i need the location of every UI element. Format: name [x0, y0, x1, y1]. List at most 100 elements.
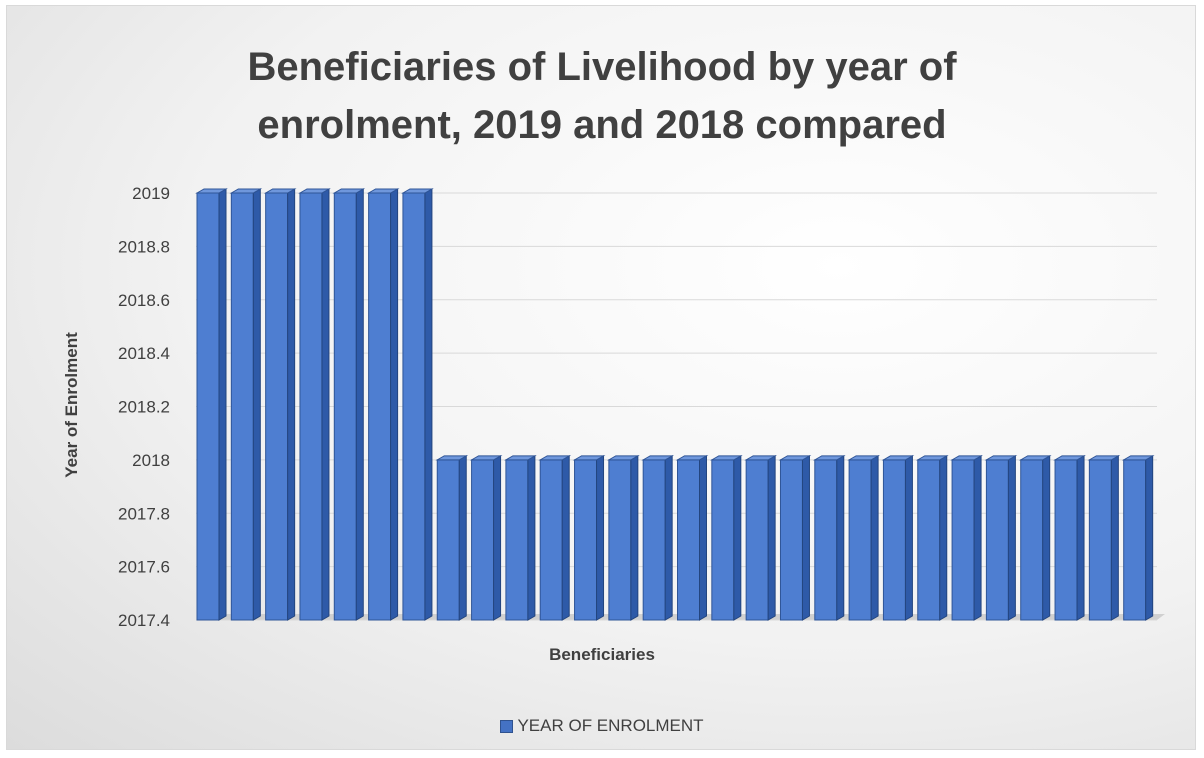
bar-top [435, 455, 469, 461]
y-tick-label: 2018 [132, 451, 170, 470]
bar [538, 455, 572, 621]
bar [881, 455, 915, 621]
bar-top [950, 455, 983, 461]
bar-front [1054, 459, 1078, 621]
bar-top [401, 188, 434, 194]
bar-side [630, 455, 639, 621]
bar-side [973, 455, 982, 621]
y-tick-label: 2018.6 [118, 291, 170, 310]
bar [847, 455, 880, 621]
bar-side [561, 455, 570, 621]
bar-front [230, 192, 254, 621]
bar-front [574, 459, 598, 621]
bar-top [332, 188, 366, 194]
bar-front [1123, 459, 1147, 621]
bar-side [836, 455, 845, 621]
bar-side [1007, 455, 1016, 621]
bar [950, 455, 983, 621]
bar-front [985, 459, 1009, 621]
bar-side [252, 188, 261, 621]
bar-front [677, 459, 700, 621]
bar-side [1145, 455, 1154, 621]
bar-front [951, 459, 975, 621]
bar-front [539, 459, 563, 621]
bar-side [321, 188, 330, 621]
y-tick-label: 2017.8 [118, 504, 170, 523]
bar-side [1110, 455, 1119, 621]
bar-side [767, 455, 776, 621]
bar-front [402, 192, 426, 621]
bar-front [882, 459, 906, 621]
bar-front [299, 192, 323, 621]
bar-top [538, 455, 572, 461]
bar-top [606, 455, 640, 461]
chart-title-line-2: enrolment, 2019 and 2018 compared [257, 103, 947, 147]
bar-front [711, 459, 735, 621]
bar [298, 188, 331, 621]
bar [366, 188, 400, 621]
bar [195, 188, 228, 621]
legend-swatch [500, 719, 514, 733]
bar-side [939, 455, 948, 621]
bar-front [779, 459, 803, 621]
chart-title-line-1: Beneficiaries of Livelihood by year of [247, 45, 957, 89]
bar-top [778, 455, 812, 461]
bar-side [664, 455, 673, 621]
bar-top [1053, 455, 1086, 461]
bar-side [458, 455, 467, 621]
y-tick-label: 2017.6 [118, 558, 170, 577]
bar-front [814, 459, 838, 621]
bar-top [1018, 455, 1052, 461]
bar-front [745, 459, 769, 621]
bar [778, 455, 812, 621]
y-tick-label: 2018.8 [118, 237, 170, 256]
bar-side [1042, 455, 1051, 621]
bar-top [812, 455, 846, 461]
bar-front [642, 459, 666, 621]
bar-front [436, 459, 460, 621]
bar-side [493, 455, 502, 621]
bar-side [596, 455, 605, 621]
bar-top [263, 188, 297, 194]
bar-front [608, 459, 632, 621]
bar [435, 455, 469, 621]
bar [915, 455, 949, 621]
bar-front [848, 459, 872, 621]
bar-side [1076, 455, 1085, 621]
bar [641, 455, 675, 621]
bar-side [424, 188, 433, 621]
bar-side [699, 455, 707, 621]
bar [332, 188, 366, 621]
bar-top [298, 188, 331, 194]
y-tick-label: 2018.4 [118, 344, 170, 363]
bar-top [881, 455, 915, 461]
bar [709, 455, 743, 621]
bar-front [505, 459, 529, 621]
x-axis-title: Beneficiaries [549, 645, 655, 664]
y-tick-label: 2017.4 [118, 611, 170, 630]
bar-top [572, 455, 606, 461]
bar-top [195, 188, 228, 194]
bar [606, 455, 640, 621]
bar-side [287, 188, 296, 621]
bar-side [527, 455, 536, 621]
bar [263, 188, 297, 621]
bar-front [1020, 459, 1044, 621]
bar [1087, 455, 1121, 621]
bar-top [229, 188, 263, 194]
legend: YEAR OF ENROLMENT [0, 716, 1204, 736]
bar [812, 455, 846, 621]
bar-top [847, 455, 880, 461]
bar-front [196, 192, 220, 621]
bar-top [469, 455, 503, 461]
bar-side [733, 455, 742, 621]
bar-top [675, 455, 709, 461]
bar-top [366, 188, 400, 194]
bar-front [917, 459, 941, 621]
bar-front [368, 192, 392, 621]
bar-side [390, 188, 399, 621]
bar-side [870, 455, 879, 621]
bar-top [1087, 455, 1121, 461]
chart-title: Beneficiaries of Livelihood by year of e… [0, 38, 1204, 154]
bar-front [265, 192, 289, 621]
